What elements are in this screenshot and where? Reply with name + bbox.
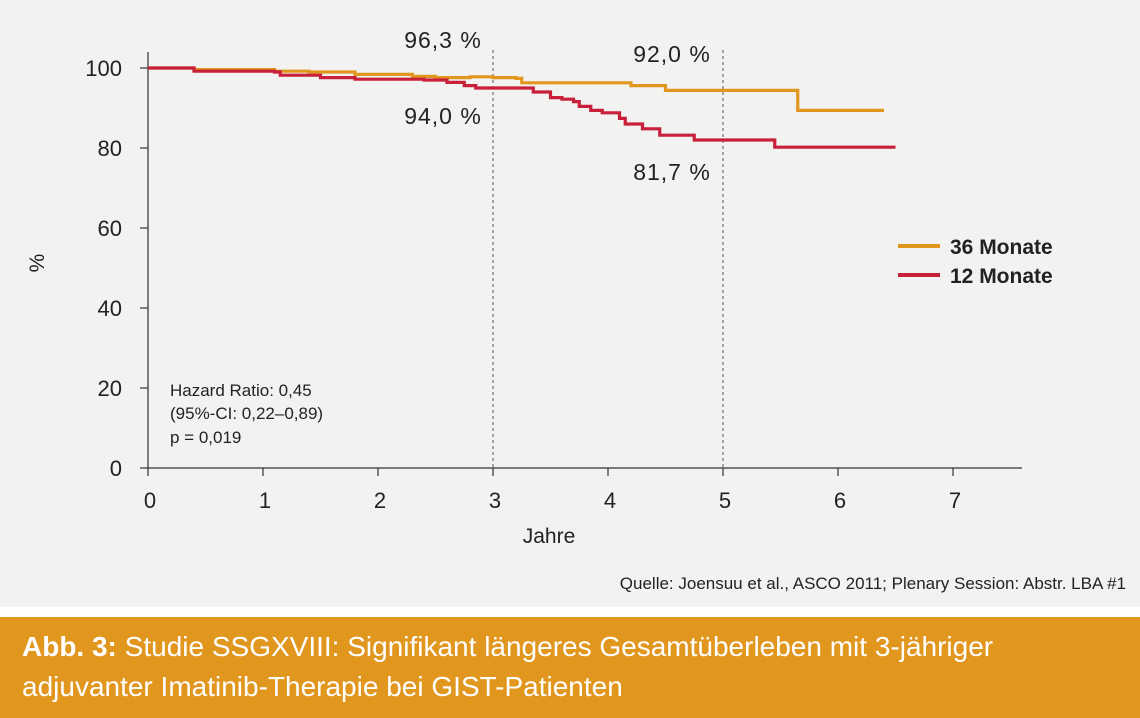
series-line bbox=[148, 66, 896, 149]
y-tick-label: 80 bbox=[98, 136, 122, 161]
y-tick-label: 20 bbox=[98, 376, 122, 401]
hazard-ratio-text: Hazard Ratio: 0,45 bbox=[170, 381, 312, 400]
y-tick-label: 40 bbox=[98, 296, 122, 321]
y-tick-label: 100 bbox=[85, 56, 122, 81]
annotation-label: 94,0 % bbox=[404, 103, 482, 129]
caption-text: Studie SSGXVIII: Signifikant längeres Ge… bbox=[22, 631, 994, 702]
annotation-label: 92,0 % bbox=[633, 41, 711, 67]
x-tick-label: 2 bbox=[374, 488, 386, 513]
y-tick-label: 60 bbox=[98, 216, 122, 241]
figure-caption: Abb. 3: Studie SSGXVIII: Signifikant län… bbox=[0, 617, 1140, 718]
annotation-label: 96,3 % bbox=[404, 27, 482, 53]
divider bbox=[0, 607, 1140, 617]
legend-label: 36 Monate bbox=[950, 236, 1053, 259]
x-tick-label: 0 bbox=[144, 488, 156, 513]
y-axis-label: % bbox=[26, 254, 49, 273]
x-tick-label: 7 bbox=[949, 488, 961, 513]
ci-text: (95%-CI: 0,22–0,89) bbox=[170, 404, 323, 423]
legend-label: 12 Monate bbox=[950, 265, 1053, 288]
survival-chart: 0 20 40 60 80 100 0 1 2 3 4 5 6 7 Jahre% 96,3 % 94,0 % 92… bbox=[26, 27, 1053, 548]
x-axis-label: Jahre bbox=[523, 525, 576, 548]
x-tick-label: 1 bbox=[259, 488, 271, 513]
annotation-label: 81,7 % bbox=[633, 159, 711, 185]
source-note: Quelle: Joensuu et al., ASCO 2011; Plena… bbox=[619, 574, 1126, 593]
y-tick-label: 0 bbox=[110, 456, 122, 481]
x-tick-label: 6 bbox=[834, 488, 846, 513]
figure-area bbox=[0, 0, 1140, 607]
p-value-text: p = 0,019 bbox=[170, 428, 241, 447]
x-tick-label: 5 bbox=[719, 488, 731, 513]
x-tick-label: 3 bbox=[489, 488, 501, 513]
x-tick-label: 4 bbox=[604, 488, 616, 513]
caption-label: Abb. 3: bbox=[22, 631, 117, 662]
series-line bbox=[148, 66, 884, 112]
